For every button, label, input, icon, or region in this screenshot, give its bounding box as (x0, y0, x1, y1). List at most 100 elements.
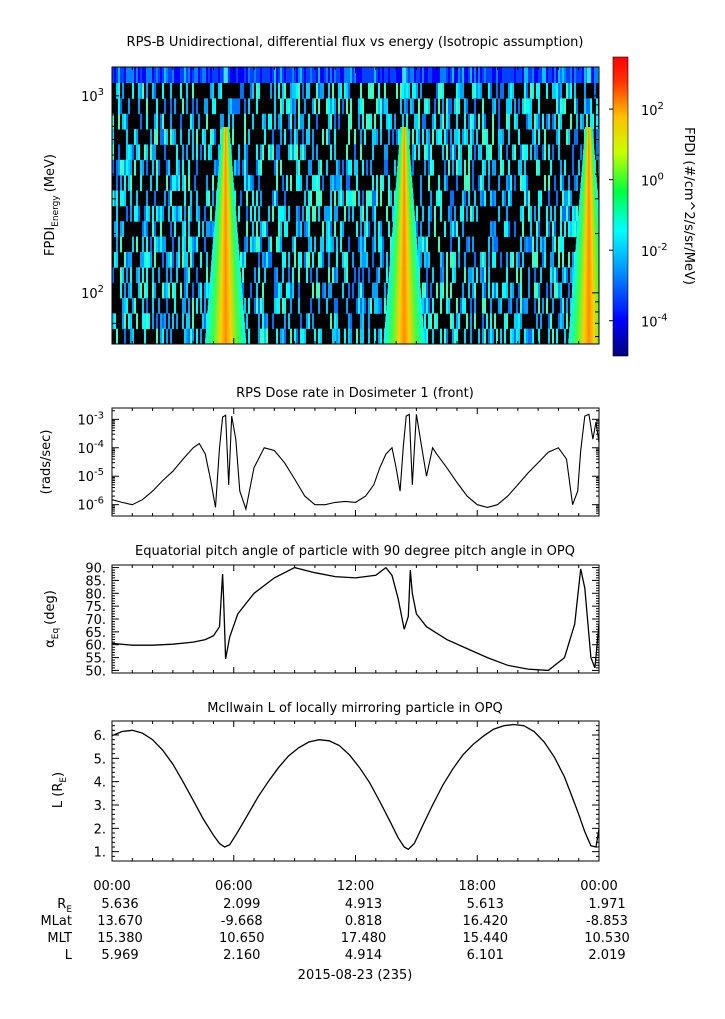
flux-cell (484, 113, 486, 130)
flux-cell (318, 159, 320, 176)
flux-cell (526, 83, 528, 99)
flux-cell (424, 328, 426, 344)
flux-cell (458, 67, 460, 83)
flux-cell (544, 144, 546, 161)
flux-cell (508, 98, 510, 115)
flux-cell (362, 297, 364, 314)
flux-cell (246, 67, 248, 83)
flux-cell (288, 267, 290, 284)
panel2-ylabel: (rads/sec) (39, 430, 54, 495)
flux-cell (488, 328, 490, 344)
flux-cell (374, 190, 376, 207)
flux-cell (294, 67, 296, 83)
colorbar-tick-label-exp: -4 (658, 313, 668, 324)
flux-cell (116, 236, 118, 253)
flux-cell (444, 159, 446, 176)
flux-cell (330, 175, 332, 191)
flux-cell (512, 251, 514, 268)
flux-cell (512, 83, 514, 99)
flux-cell (336, 313, 338, 330)
flux-cell (154, 113, 156, 130)
y-tick-label: 3. (94, 799, 106, 814)
flux-cell (328, 83, 330, 99)
flux-cell (346, 67, 348, 83)
flux-cell (380, 328, 382, 344)
flux-cell (492, 328, 494, 344)
flux-cell (162, 328, 164, 344)
flux-cell (206, 98, 208, 115)
flux-cell (156, 328, 158, 344)
flux-cell (192, 98, 194, 115)
flux-cell (522, 67, 524, 83)
flux-cell (184, 175, 186, 191)
flux-cell (418, 236, 420, 253)
flux-cell (258, 328, 260, 344)
flux-cell (566, 267, 568, 284)
flux-cell (540, 190, 542, 207)
flux-cell (468, 159, 470, 176)
flux-cell (452, 313, 454, 330)
flux-cell (268, 205, 270, 222)
flux-cell (346, 83, 348, 99)
flux-cell (280, 236, 282, 253)
flux-cell (268, 251, 270, 268)
flux-cell (284, 328, 286, 344)
band-top-marker (402, 67, 407, 83)
flux-cell (300, 113, 302, 130)
flux-cell (410, 98, 412, 115)
flux-cell (314, 236, 316, 253)
flux-cell (574, 83, 576, 99)
flux-cell (128, 175, 130, 191)
flux-cell (454, 251, 456, 268)
flux-cell (274, 190, 276, 207)
time-tick-label: 00:00 (580, 879, 617, 894)
flux-cell (146, 113, 148, 130)
flux-cell (288, 205, 290, 222)
flux-cell (276, 175, 278, 191)
flux-cell (562, 297, 564, 314)
flux-cell (372, 190, 374, 207)
flux-cell (504, 282, 506, 299)
flux-cell (370, 67, 372, 83)
flux-cell (510, 297, 512, 314)
flux-cell (162, 129, 164, 145)
flux-cell (214, 129, 216, 145)
flux-cell (176, 205, 178, 222)
flux-cell (176, 313, 178, 330)
flux-cell (240, 83, 242, 99)
flux-cell (238, 205, 240, 222)
flux-cell (306, 267, 308, 284)
flux-cell (116, 159, 118, 176)
flux-cell (486, 67, 488, 83)
flux-cell (416, 83, 418, 99)
flux-cell (386, 113, 388, 130)
flux-cell (234, 67, 236, 83)
flux-cell (462, 129, 464, 145)
flux-cell (398, 129, 400, 145)
flux-cell (414, 83, 416, 99)
flux-cell (186, 83, 188, 99)
flux-cell (140, 282, 142, 299)
flux-cell (300, 67, 302, 83)
flux-cell (536, 144, 538, 161)
flux-cell (562, 98, 564, 115)
flux-cell (498, 205, 500, 222)
flux-cell (394, 159, 396, 176)
y-tick-label-base: 10 (77, 499, 94, 514)
flux-cell (546, 282, 548, 299)
flux-cell (154, 144, 156, 161)
flux-cell (172, 282, 174, 299)
flux-cell (510, 328, 512, 344)
flux-cell (424, 282, 426, 299)
flux-cell (436, 83, 438, 99)
flux-cell (526, 67, 528, 83)
flux-cell (534, 129, 536, 145)
flux-cell (336, 297, 338, 314)
flux-cell (456, 83, 458, 99)
flux-cell (538, 297, 540, 314)
flux-cell (500, 83, 502, 99)
flux-cell (372, 129, 374, 145)
flux-cell (426, 129, 428, 145)
radiation-belt-band-segment (383, 338, 425, 344)
flux-cell (450, 282, 452, 299)
